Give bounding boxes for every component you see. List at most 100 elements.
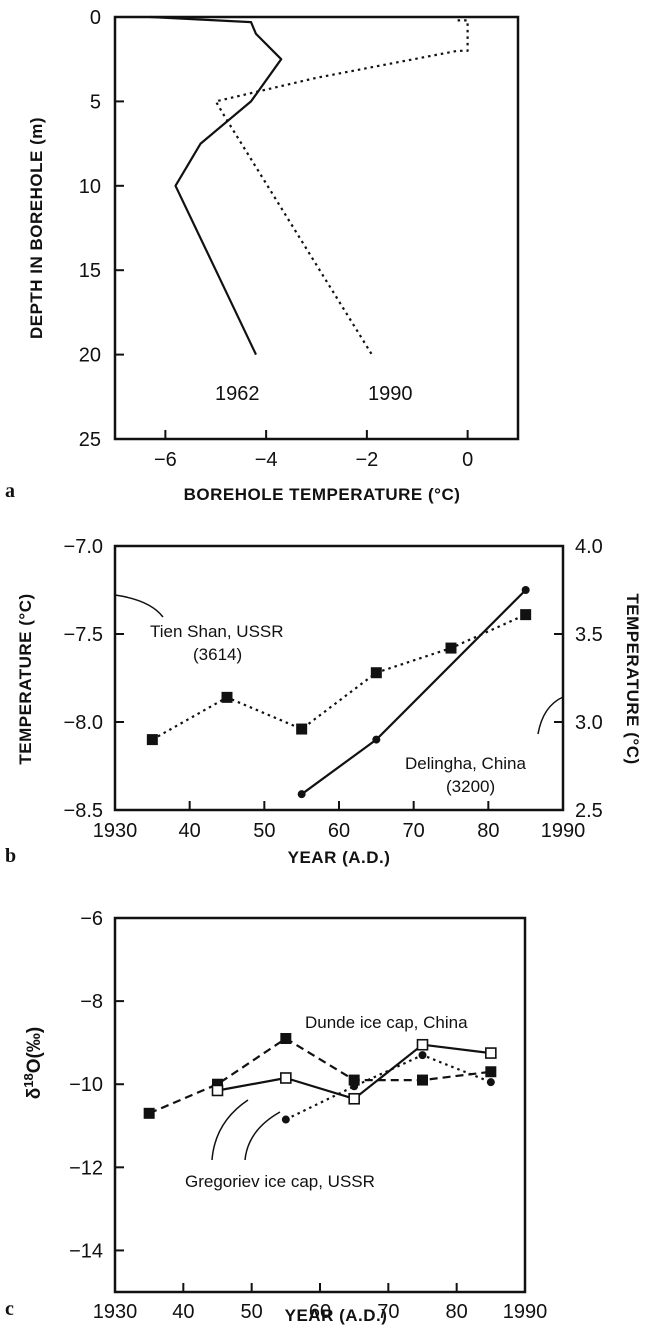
panel-c-letter: c (5, 1298, 14, 1320)
panel-a-x-tick-label: −6 (154, 449, 177, 471)
panel-c-point-2-3 (486, 1078, 495, 1087)
panel-b-ticks: 1930 40 50 60 70 80 1990 −7.0 −7.5 −8.0 −8.5 4.0 3.5… (64, 536, 603, 842)
panel-c-x-tick-label: 50 (241, 1301, 263, 1323)
panel-c-isotope-chart: 1930 40 50 60 70 80 1990 −6 −8 −10 −12 −14 Dunde ic… (5, 908, 547, 1325)
panel-c-x-tick-label: 70 (377, 1301, 399, 1323)
panel-b-x-tick-label: 50 (253, 820, 275, 842)
panel-c-series (143, 1033, 497, 1124)
panel-a-plot-frame (113, 15, 520, 441)
panel-b-right-y-tick-label: 3.0 (575, 712, 603, 734)
panel-b-x-tick-label: 70 (403, 820, 425, 842)
panel-c-dunde-label: Dunde ice cap, China (305, 1013, 468, 1032)
panel-b-point-1-1 (372, 735, 381, 744)
panel-c-y-tick-label: −6 (80, 908, 103, 930)
panel-b-right-y-tick-label: 4.0 (575, 536, 603, 558)
gregoriev-leader-line-2 (244, 1111, 281, 1161)
panel-b-tien-shan-sublabel: (3614) (193, 645, 242, 664)
panel-c-y-tick-label: −14 (69, 1240, 103, 1262)
panel-a-ticks: −6 −4 −2 0 0 5 10 15 20 25 (79, 7, 473, 471)
gregoriev-leader-line-1 (211, 1099, 249, 1161)
panel-a-x-tick-label: −2 (355, 449, 378, 471)
panel-b-left-y-tick-label: −7.0 (64, 536, 103, 558)
panel-c-gregoriev-label: Gregoriev ice cap, USSR (185, 1172, 375, 1191)
panel-c-point-0-2 (280, 1033, 292, 1045)
panel-b-point-0-2 (296, 723, 308, 735)
panel-b-letter: b (5, 845, 16, 867)
panel-c-line-0 (148, 1037, 491, 1115)
panel-a-y-tick-label: 5 (90, 91, 101, 113)
panel-c-point-1-0 (211, 1084, 224, 1097)
panel-a-y-axis-label: DEPTH IN BOREHOLE (m) (27, 117, 46, 339)
tien-shan-leader-line (114, 594, 164, 618)
isotope-unit: O(‰) (24, 1027, 45, 1073)
panel-b-right-y-axis-label: TEMPERATURE (°C) (623, 593, 642, 764)
panel-b-series (146, 586, 532, 799)
panel-b-x-tick-label: 80 (477, 820, 499, 842)
panel-b-right-y-tick-label: 3.5 (575, 624, 603, 646)
panel-a-y-tick-label: 10 (79, 176, 101, 198)
panel-c-plot-frame (113, 916, 527, 1294)
panel-b-left-y-axis-label: TEMPERATURE (°C) (16, 593, 35, 764)
panel-c-point-0-4 (417, 1074, 428, 1086)
panel-b-delingha-sublabel: (3200) (446, 777, 495, 796)
panel-c-point-0-0 (143, 1107, 155, 1119)
panel-b-right-y-tick-label: 2.5 (575, 800, 603, 822)
panel-c-x-tick-label: 80 (446, 1301, 468, 1323)
panel-a-y-tick-label: 20 (79, 345, 101, 367)
panel-a-x-tick-label: −4 (255, 449, 278, 471)
panel-a-x-axis-label: BOREHOLE TEMPERATURE (°C) (184, 485, 461, 504)
panel-a-y-tick-label: 15 (79, 260, 101, 282)
panel-c-point-1-1 (280, 1072, 292, 1084)
panel-b-x-tick-label: 1930 (93, 820, 138, 842)
panel-c-y-tick-label: −12 (69, 1157, 103, 1179)
panel-c-point-2-2 (418, 1051, 427, 1060)
panel-b-x-tick-label: 40 (179, 820, 201, 842)
panel-b-delingha-label: Delingha, China (405, 754, 527, 773)
panel-a-series-label-1962: 1962 (215, 383, 260, 405)
panel-b-point-1-0 (297, 790, 306, 799)
panel-b-x-axis-label: YEAR (A.D.) (288, 848, 391, 867)
panel-c-ticks: 1930 40 50 60 70 80 1990 −6 −8 −10 −12 −14 (69, 908, 547, 1323)
panel-c-x-tick-label: 1990 (503, 1301, 548, 1323)
panel-a-borehole-chart: −6 −4 −2 0 0 5 10 15 20 25 1962 1990 BOREHOLE TEM… (5, 7, 520, 504)
panel-c-point-0-1 (212, 1078, 223, 1090)
panel-c-point-1-4 (485, 1047, 497, 1059)
panel-c-point-2-1 (350, 1082, 359, 1091)
panel-c-point-0-3 (348, 1074, 360, 1086)
isotope-superscript: 18 (21, 1073, 36, 1087)
panel-a-letter: a (5, 480, 15, 502)
panel-a-line-1990 (214, 19, 469, 356)
panel-c-x-tick-label: 60 (309, 1301, 331, 1323)
panel-c-y-tick-label: −10 (69, 1074, 103, 1096)
panel-a-y-tick-label: 25 (79, 429, 101, 451)
panel-c-point-0-5 (485, 1066, 497, 1078)
panel-a-y-tick-label: 0 (90, 7, 101, 29)
panel-b-point-0-0 (146, 734, 158, 746)
panel-a-line-1962 (150, 15, 283, 356)
panel-a-series-label-1990: 1990 (368, 383, 413, 405)
delta-symbol: δ (24, 1088, 45, 1100)
panel-c-point-2-0 (281, 1115, 290, 1124)
panel-b-x-tick-label: 1990 (541, 820, 586, 842)
panel-a-x-tick-label: 0 (462, 449, 473, 471)
panel-c-y-tick-label: −8 (80, 991, 103, 1013)
panel-b-left-y-tick-label: −7.5 (64, 624, 103, 646)
panel-b-point-0-1 (221, 691, 233, 703)
panel-b-left-y-tick-label: −8.0 (64, 712, 103, 734)
panel-b-left-y-tick-label: −8.5 (64, 800, 103, 822)
panel-c-line-1 (217, 1043, 491, 1100)
panel-b-point-0-4 (445, 642, 457, 654)
panel-b-x-tick-label: 60 (328, 820, 350, 842)
panel-c-point-1-2 (348, 1092, 360, 1105)
panel-a-series (150, 15, 469, 356)
panel-b-point-0-5 (520, 609, 532, 621)
panel-b-point-1-2 (521, 586, 530, 594)
delingha-leader-line (537, 696, 564, 735)
panel-c-x-axis-label: YEAR (A.D.) (285, 1306, 388, 1325)
panel-b-point-0-3 (370, 667, 382, 679)
panel-c-x-tick-label: 40 (172, 1301, 194, 1323)
panel-c-y-axis-label: δ18O(‰) (21, 1027, 45, 1099)
panel-b-temperature-chart: 1930 40 50 60 70 80 1990 −7.0 −7.5 −8.0 −8.5 4.0 3.5… (5, 536, 642, 867)
panel-b-tien-shan-label: Tien Shan, USSR (150, 622, 284, 641)
